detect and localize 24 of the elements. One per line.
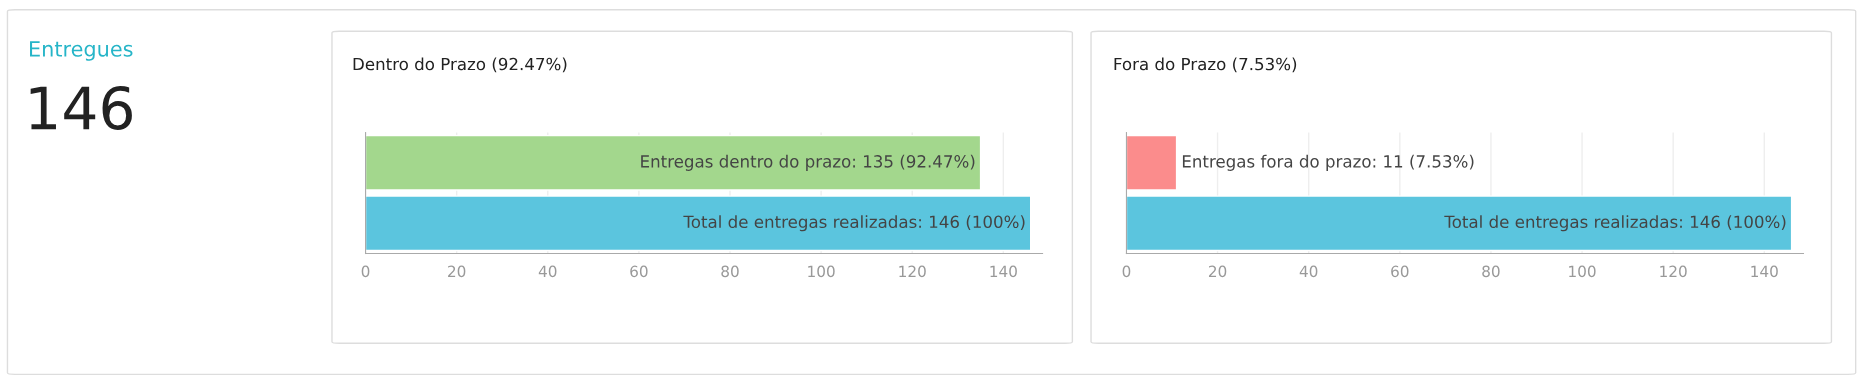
text: Entregues	[30, 41, 133, 61]
x-tick-label: 20	[1208, 265, 1227, 278]
x-tick-label: 60	[1391, 265, 1409, 278]
x-tick-label: 80	[1482, 265, 1500, 278]
data-label: Entregas fora do prazo: 11 (7.53%)	[1182, 154, 1474, 171]
x-tick-label: 0	[361, 265, 370, 278]
chart-title: Dentro do Prazo (92.47%)	[353, 57, 567, 73]
x-tick-label: 40	[1299, 265, 1318, 278]
x-tick-label: 20	[448, 265, 466, 278]
x-tick-label: 40	[538, 265, 557, 278]
x-tick-label: 0	[1122, 265, 1131, 278]
data-label: Entregas dentro do prazo: 135 (92.47%)	[641, 154, 975, 171]
x-tick-label: 140	[990, 265, 1017, 278]
x-tick-label: 120	[899, 265, 926, 278]
x-tick-label: 140	[1751, 265, 1778, 278]
x-tick-label: 100	[808, 265, 835, 278]
x-tick-label: 60	[630, 265, 648, 278]
x-tick-label: 100	[1569, 265, 1596, 278]
text: 146	[30, 85, 132, 131]
x-tick-label: 120	[1660, 265, 1687, 278]
data-label: Total de entregas realizadas: 146 (100%)	[683, 215, 1025, 232]
data-label: Total de entregas realizadas: 146 (100%)	[1444, 215, 1786, 232]
chart-title: Fora do Prazo (7.53%)	[1114, 57, 1297, 73]
x-tick-label: 80	[721, 265, 739, 278]
